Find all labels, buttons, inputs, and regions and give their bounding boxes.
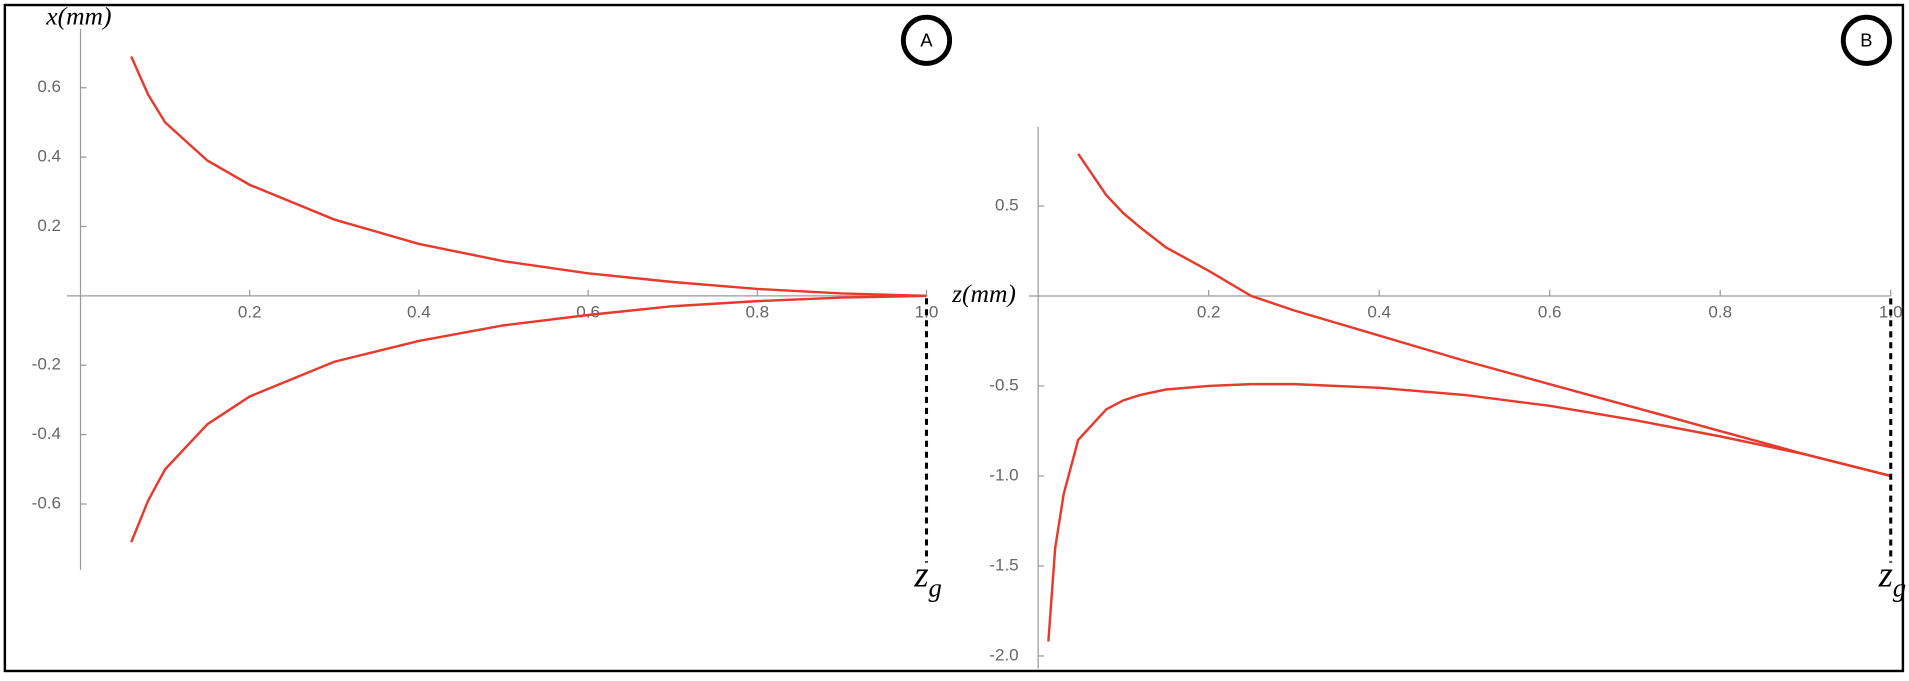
- y-tick-label: -0.6: [32, 494, 61, 513]
- y-axis-label: x(mm): [45, 1, 111, 30]
- badge-label: B: [1860, 29, 1872, 50]
- marker-label: zg: [1878, 554, 1907, 603]
- y-tick-label: 0.4: [37, 147, 61, 166]
- y-tick-label: -1.0: [989, 465, 1018, 484]
- series-line: [1047, 382, 1892, 642]
- marker-label-sub: g: [1893, 573, 1906, 603]
- marker-label-sub: g: [929, 573, 942, 603]
- y-tick-label: 0.6: [37, 77, 61, 96]
- x-axis-label: z(mm): [951, 279, 1016, 308]
- marker-label-main: z: [913, 554, 928, 595]
- marker-label-main: z: [1878, 554, 1893, 595]
- x-tick-label: 0.2: [238, 302, 262, 321]
- marker-label: zg: [913, 554, 942, 603]
- series-line: [130, 294, 927, 543]
- badge-circle: [900, 14, 953, 66]
- x-tick-label: 0.4: [407, 302, 431, 321]
- badge-label: A: [920, 29, 933, 50]
- x-tick-label: 0.6: [576, 302, 600, 321]
- x-tick-label: 0.4: [1367, 303, 1391, 322]
- frame: [3, 3, 1905, 673]
- y-tick-label: -0.4: [32, 424, 61, 443]
- y-tick-label: -1.5: [989, 555, 1018, 574]
- y-tick-label: -2.0: [989, 645, 1018, 664]
- y-tick-label: 0.5: [995, 195, 1019, 214]
- x-tick-label: 0.2: [1197, 303, 1221, 322]
- y-tick-label: -0.5: [989, 375, 1018, 394]
- series-line: [130, 56, 927, 298]
- badge-circle: [1840, 14, 1892, 66]
- series-line: [1077, 153, 1892, 478]
- y-tick-label: 0.2: [37, 216, 61, 235]
- x-tick-label: 0.8: [1708, 303, 1732, 322]
- y-tick-label: -0.2: [32, 355, 61, 374]
- x-tick-label: 0.6: [1538, 303, 1562, 322]
- x-tick-label: 0.8: [745, 302, 769, 321]
